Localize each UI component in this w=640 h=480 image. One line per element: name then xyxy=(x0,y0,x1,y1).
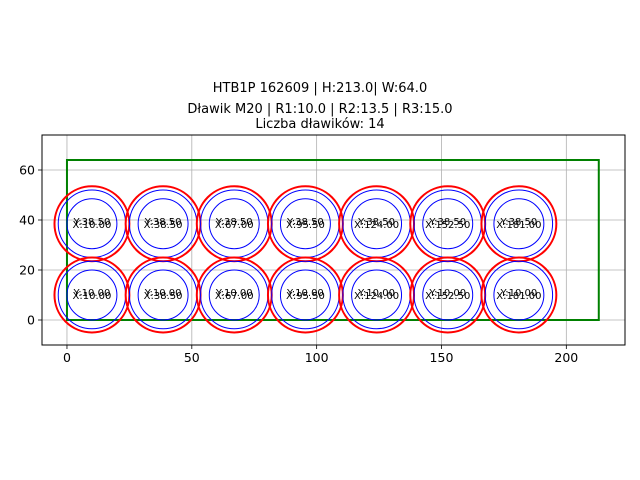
point-label-y: Y:38.50 xyxy=(73,217,111,228)
point-label-x: X:181.00 xyxy=(496,291,541,302)
point-label-x: X:10.00 xyxy=(73,291,112,302)
point-label-x: X:38.50 xyxy=(144,291,183,302)
x-tick-label: 100 xyxy=(305,350,329,365)
point-labels: Y:38.50X:10.00 Y:38.50X:38.50 Y:38.50X:67.… xyxy=(73,217,542,302)
inner-circle-r1 xyxy=(137,198,189,250)
point-label-y: Y:10.00 xyxy=(215,288,253,299)
point-label-y: Y:10.00 xyxy=(144,288,182,299)
y-tick-label: 20 xyxy=(19,263,35,278)
chart-title-line-1: HTB1P 162609 | H:213.0| W:64.0 xyxy=(212,81,428,96)
point-label-x: X:95.50 xyxy=(286,220,325,231)
point-label-x: X:38.50 xyxy=(144,220,183,231)
point-label-x: X:124.00 xyxy=(354,291,399,302)
inner-circle-r1 xyxy=(208,269,260,321)
inner-circle-r1 xyxy=(279,269,331,321)
gland-circles xyxy=(53,185,558,334)
point-label-y: Y:38.50 xyxy=(286,217,324,228)
inner-circle-r1 xyxy=(422,198,474,250)
point-label-y: Y:38.50 xyxy=(357,217,395,228)
x-tick-label: 200 xyxy=(554,350,578,365)
inner-circle-r1 xyxy=(351,198,403,250)
point-label-x: X:152.50 xyxy=(425,291,470,302)
x-tick-label: 0 xyxy=(63,350,71,365)
inner-circle-r1 xyxy=(137,269,189,321)
point-label-x: X:95.50 xyxy=(286,291,325,302)
y-axis: 0 20 40 60 xyxy=(19,163,42,328)
point-label-y: Y:10.00 xyxy=(428,288,466,299)
inner-circle-r1 xyxy=(422,269,474,321)
inner-circle-r1 xyxy=(493,269,545,321)
y-tick-label: 0 xyxy=(27,313,35,328)
y-tick-label: 60 xyxy=(19,163,35,178)
x-tick-label: 50 xyxy=(184,350,200,365)
axes-frame xyxy=(41,134,626,346)
point-label-y: Y:10.00 xyxy=(499,288,537,299)
middle-circle-r2 xyxy=(484,260,554,330)
x-tick-label: 150 xyxy=(430,350,454,365)
point-label-y: Y:38.50 xyxy=(144,217,182,228)
inner-circle-r1 xyxy=(66,198,118,250)
inner-circle-r1 xyxy=(279,198,331,250)
point-label-y: Y:10.00 xyxy=(73,288,111,299)
chart-title-line-3: Liczba dławików: 14 xyxy=(255,117,385,132)
inner-circle-r1 xyxy=(208,198,260,250)
inner-circle-r1 xyxy=(66,269,118,321)
point-label-x: X:181.00 xyxy=(496,220,541,231)
point-label-x: X:124.00 xyxy=(354,220,399,231)
outer-circle-r3 xyxy=(480,256,558,334)
point-label-x: X:67.00 xyxy=(215,291,254,302)
point-label-y: Y:38.50 xyxy=(499,217,537,228)
chart-title-line-2: Dławik M20 | R1:10.0 | R2:13.5 | R3:15.0 xyxy=(187,102,453,117)
point-label-x: X:152.50 xyxy=(425,220,470,231)
y-tick-label: 40 xyxy=(19,213,35,228)
point-label-y: Y:10.00 xyxy=(286,288,324,299)
inner-circle-r1 xyxy=(493,198,545,250)
inner-circle-r1 xyxy=(351,269,403,321)
point-label-x: X:10.00 xyxy=(73,220,112,231)
x-axis: 0 50 100 150 200 xyxy=(63,345,578,365)
point-label-y: Y:38.50 xyxy=(428,217,466,228)
point-label-y: Y:38.50 xyxy=(215,217,253,228)
point-label-y: Y:10.00 xyxy=(357,288,395,299)
point-label-x: X:67.00 xyxy=(215,220,254,231)
